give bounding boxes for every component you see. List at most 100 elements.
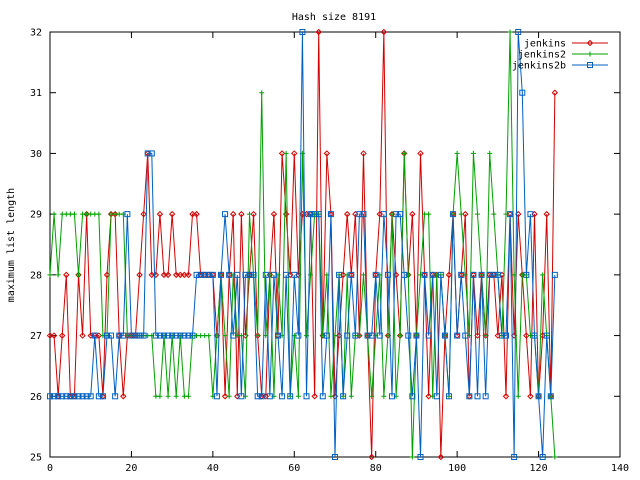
data-point-jenkins2b (156, 332, 163, 339)
data-point-jenkins2b (413, 332, 420, 339)
data-point-jenkins (177, 271, 184, 279)
data-point-jenkins2 (515, 393, 521, 399)
data-point-jenkins2b (275, 332, 281, 339)
data-point-jenkins2 (454, 150, 460, 156)
data-point-jenkins2b (283, 271, 290, 278)
x-tick-label: 120 (530, 463, 548, 474)
data-point-jenkins (462, 210, 469, 218)
series-layer (46, 28, 559, 461)
data-point-jenkins (437, 453, 445, 461)
data-point-jenkins2b (181, 332, 188, 339)
data-point-jenkins (140, 210, 147, 218)
legend-marker-jenkins2b (587, 62, 593, 68)
data-point-jenkins2b (490, 271, 497, 278)
data-point-jenkins2b (120, 332, 127, 339)
data-point-jenkins2b (307, 211, 314, 218)
data-point-jenkins2b (205, 271, 212, 278)
data-point-jenkins2b (372, 271, 379, 278)
data-point-jenkins2b (478, 271, 485, 278)
y-tick-label: 32 (30, 28, 42, 39)
data-point-jenkins2b (311, 211, 318, 218)
data-point-jenkins2 (157, 393, 163, 399)
x-tick-label: 80 (370, 463, 382, 474)
data-point-jenkins2b (63, 393, 70, 400)
data-point-jenkins2b (352, 332, 359, 339)
data-point-jenkins2b (405, 332, 412, 339)
data-point-jenkins2 (540, 272, 546, 278)
data-point-jenkins2b (421, 271, 428, 278)
data-point-jenkins2b (319, 393, 326, 400)
data-point-jenkins2b (527, 211, 534, 218)
data-point-jenkins2b (336, 271, 343, 278)
data-point-jenkins (270, 210, 278, 218)
data-point-jenkins2 (552, 454, 558, 460)
data-point-jenkins2b (494, 271, 501, 278)
y-tick-label: 28 (30, 270, 42, 281)
data-point-jenkins (409, 210, 416, 218)
data-point-jenkins2 (185, 393, 191, 399)
data-point-jenkins2b (547, 393, 554, 400)
data-point-jenkins2b (401, 271, 408, 278)
data-point-jenkins2b (67, 393, 74, 400)
data-point-jenkins2 (283, 150, 289, 156)
data-point-jenkins2b (515, 29, 522, 35)
y-tick-label: 26 (30, 392, 42, 403)
data-point-jenkins2b (47, 393, 53, 400)
data-point-jenkins2 (487, 150, 493, 156)
data-point-jenkins (311, 393, 318, 400)
y-axis-label: maximum list length (6, 188, 17, 302)
data-point-jenkins (59, 332, 66, 339)
data-point-jenkins2b (380, 211, 387, 218)
data-point-jenkins2b (384, 271, 391, 278)
data-point-jenkins2 (397, 333, 403, 339)
data-point-jenkins (221, 393, 229, 400)
data-point-jenkins2b (161, 332, 167, 339)
x-tick-label: 20 (125, 463, 137, 474)
data-point-jenkins (380, 28, 388, 36)
data-point-jenkins2b (393, 211, 400, 218)
data-point-jenkins (120, 393, 127, 400)
data-point-jenkins2b (95, 393, 102, 400)
data-point-jenkins (527, 393, 534, 400)
data-point-jenkins2b (51, 393, 58, 400)
data-point-jenkins2b (446, 393, 452, 400)
data-point-jenkins2b (116, 332, 123, 339)
data-point-jenkins2b (140, 332, 147, 339)
data-point-jenkins2b (234, 271, 241, 278)
y-tick-label: 29 (30, 210, 42, 221)
data-point-jenkins2b (197, 271, 204, 278)
data-point-jenkins2b (474, 393, 481, 400)
series-jenkins2b (47, 29, 558, 460)
data-point-jenkins2 (247, 211, 252, 217)
data-point-jenkins2 (55, 272, 61, 278)
data-point-jenkins2b (148, 150, 155, 157)
data-point-jenkins2 (51, 211, 57, 217)
data-point-jenkins2b (458, 271, 465, 278)
data-point-jenkins2b (531, 332, 538, 339)
data-point-jenkins2b (507, 211, 514, 218)
data-point-jenkins2b (543, 332, 550, 339)
data-point-jenkins2b (503, 332, 509, 339)
data-point-jenkins2 (295, 393, 301, 399)
data-point-jenkins (417, 150, 424, 157)
legend-label-jenkins: jenkins (524, 39, 566, 50)
data-point-jenkins2b (523, 271, 530, 278)
data-point-jenkins (238, 210, 245, 218)
data-point-jenkins2b (279, 393, 286, 400)
data-point-jenkins (63, 271, 70, 279)
data-point-jenkins (83, 210, 90, 218)
data-point-jenkins2b (144, 150, 151, 157)
data-point-jenkins2b (340, 393, 347, 400)
data-point-jenkins2b (213, 393, 220, 400)
data-point-jenkins2b (425, 332, 432, 339)
data-point-jenkins2b (75, 393, 82, 400)
data-point-jenkins2 (222, 333, 228, 339)
data-point-jenkins2 (369, 393, 375, 399)
data-point-jenkins2b (360, 211, 367, 218)
data-point-jenkins2b (242, 271, 249, 278)
data-point-jenkins (445, 271, 453, 279)
data-point-jenkins2b (124, 211, 131, 218)
data-point-jenkins2 (475, 211, 480, 217)
data-point-jenkins2b (332, 454, 338, 460)
